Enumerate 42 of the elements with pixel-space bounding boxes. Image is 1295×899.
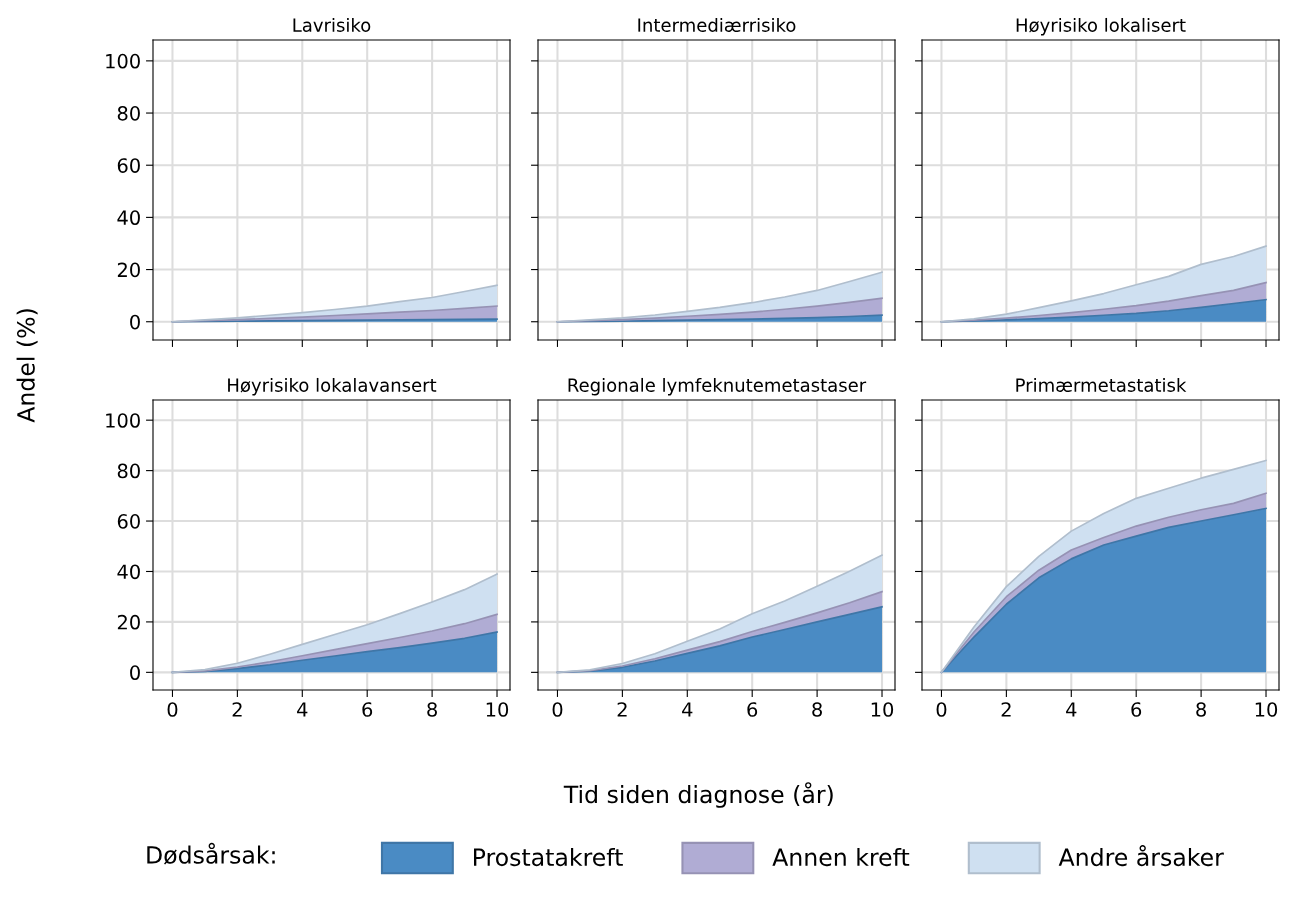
y-tick-label: 60: [117, 158, 140, 173]
x-tick-label: 6: [1131, 702, 1142, 717]
y-tick-label: 20: [117, 262, 140, 278]
x-tick-label: 4: [1066, 702, 1077, 717]
y-axis-title: Andel (%): [16, 309, 38, 423]
x-tick-label: 10: [486, 702, 509, 717]
x-tick-label: 8: [427, 702, 437, 717]
y-tick-label: 0: [130, 665, 140, 681]
chart-title: Høyrisiko lokalavansert: [228, 377, 437, 396]
y-tick-label: 40: [117, 564, 140, 580]
y-tick-label: 40: [117, 210, 140, 226]
x-tick-label: 4: [297, 702, 308, 717]
y-tick-label: 60: [117, 514, 140, 529]
x-tick-label: 6: [362, 702, 373, 717]
y-tick-label: 100: [106, 413, 140, 428]
x-tick-label: 8: [812, 702, 822, 717]
x-tick-label: 8: [1196, 702, 1206, 717]
x-tick-label: 2: [617, 702, 627, 717]
x-tick-label: 10: [871, 702, 894, 717]
x-tick-label: 0: [936, 702, 947, 717]
legend-title: Dødsårsak:: [147, 842, 275, 865]
y-tick-label: 20: [117, 614, 140, 630]
x-tick-label: 10: [1255, 702, 1278, 717]
chart-title: Høyrisiko lokalisert: [1016, 17, 1186, 36]
legend-label: Andre årsaker: [1058, 845, 1224, 867]
chart-title: Intermediærrisiko: [638, 17, 796, 32]
x-tick-label: 2: [1001, 702, 1011, 717]
y-tick-label: 100: [106, 53, 140, 69]
x-tick-label: 0: [167, 702, 178, 717]
legend-label: Prostatakreft: [474, 847, 623, 867]
y-tick-label: 80: [117, 106, 140, 121]
legend-label: Annen kreft: [772, 847, 910, 867]
y-tick-label: 80: [117, 463, 140, 479]
chart-title: Primærmetastatisk: [1016, 377, 1187, 392]
chart-title: Regionale lymfeknutemetastaser: [568, 377, 867, 396]
x-tick-label: 0: [552, 702, 563, 717]
x-axis-title: Tid siden diagnose (år): [563, 782, 833, 808]
chart-title: Lavrisiko: [293, 17, 371, 32]
x-tick-label: 4: [682, 702, 693, 717]
x-tick-label: 6: [747, 702, 758, 717]
y-tick-label: 0: [130, 314, 140, 330]
x-tick-label: 2: [232, 702, 242, 717]
